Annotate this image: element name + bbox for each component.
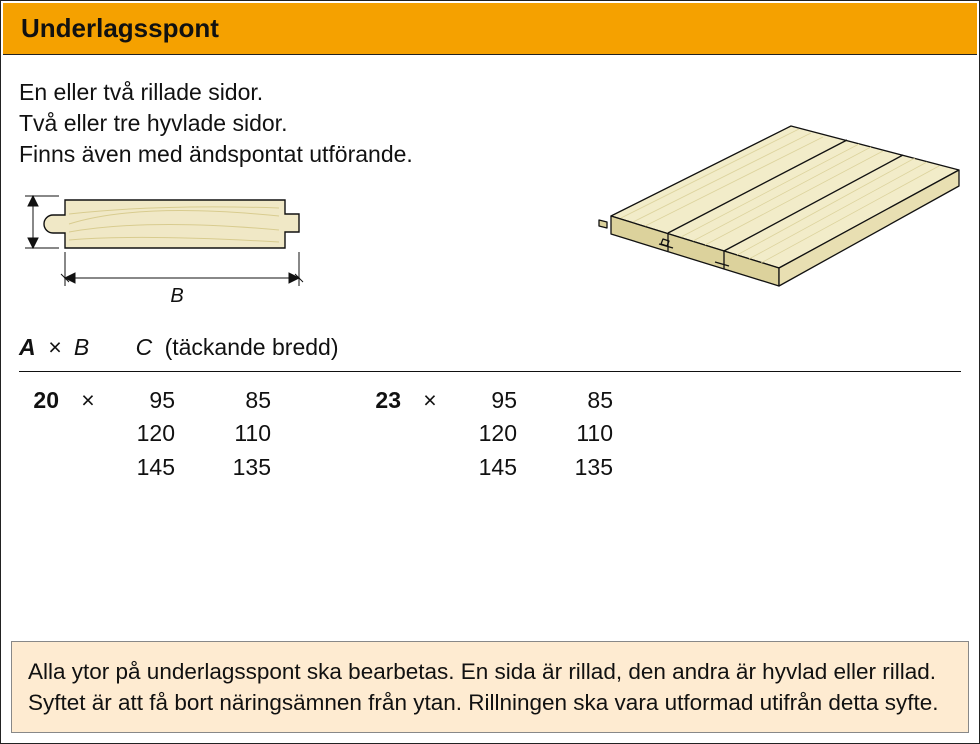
th-C: C [136, 334, 153, 360]
page-title: Underlagsspont [21, 13, 219, 43]
th-A: A [19, 334, 36, 360]
dim-label-B: B [170, 285, 183, 307]
b-value: 120 [117, 417, 175, 450]
c-value: 135 [213, 451, 271, 484]
header-bar: Underlagsspont [3, 3, 977, 55]
b-value: 145 [459, 451, 517, 484]
table-header: A × B C (täckande bredd) [1, 334, 979, 361]
th-c-label: (täckande bredd) [165, 334, 339, 360]
th-times: × [48, 334, 61, 360]
table-rule [19, 371, 961, 372]
c-value: 110 [555, 417, 613, 450]
b-value: 95 [117, 384, 175, 417]
b-value: 145 [117, 451, 175, 484]
a-value: 20 [19, 384, 59, 417]
a-value: 23 [361, 384, 401, 417]
diagram-row: A B [1, 174, 979, 334]
c-value: 135 [555, 451, 613, 484]
plank-cross-section [44, 200, 299, 248]
dimension-table: 20 × 95 120 145 85 110 135 23 × 95 120 1… [1, 384, 979, 484]
dim-group-1: 20 × 95 120 145 85 110 135 [19, 384, 271, 484]
footnote-text: Alla ytor på underlagsspont ska bearbeta… [28, 659, 938, 715]
c-value: 110 [213, 417, 271, 450]
cross-section-diagram: A B [19, 174, 339, 314]
dim-label-A: A [19, 215, 24, 229]
dim-group-2: 23 × 95 120 145 85 110 135 [361, 384, 613, 484]
footnote-box: Alla ytor på underlagsspont ska bearbeta… [11, 641, 969, 733]
th-B: B [74, 334, 89, 360]
b-value: 120 [459, 417, 517, 450]
c-value: 85 [555, 384, 613, 417]
c-value: 85 [213, 384, 271, 417]
b-value: 95 [459, 384, 517, 417]
perspective-diagram [541, 96, 961, 306]
